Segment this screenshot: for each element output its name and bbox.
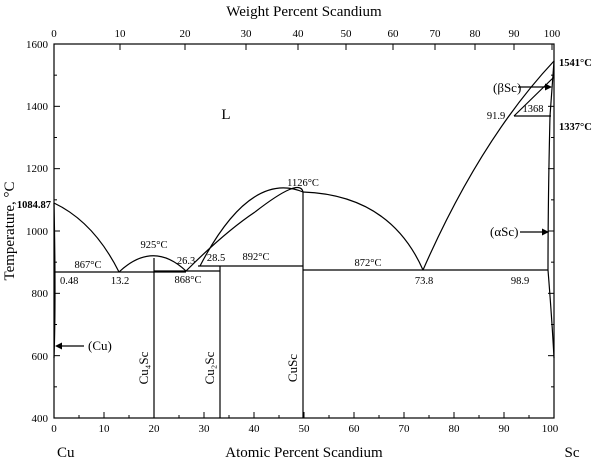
top-tick-label: 20 [180,28,192,40]
y-tick-label: 1000 [26,226,49,238]
temp-1541: 1541°C [559,58,592,69]
arrow-alpha-sc [520,228,549,236]
top-tick-labels: 0 10 20 30 40 50 60 70 80 90 100 [51,28,561,40]
beta-sc-label: (βSc) [493,80,521,95]
arrow-cu [55,342,84,350]
y-tick-label: 1200 [26,163,49,175]
comp-13-2: 13.2 [111,276,129,287]
bottom-tick-label: 60 [349,423,361,435]
bottom-tick-label: 100 [542,423,559,435]
top-tick-label: 100 [544,28,561,40]
cusc-label: CuSc [285,354,300,382]
bottom-tick-label: 40 [249,423,261,435]
beta-sc-boundary-left [513,76,555,117]
liquidus-mid-left [185,211,256,272]
temp-1337: 1337°C [559,122,592,133]
top-tick-label: 0 [51,28,57,40]
cu2sc-label: Cu₂Sc [202,351,217,384]
y-tick-label: 1600 [26,39,49,51]
comp-73-8: 73.8 [415,276,433,287]
temp-1368: 1368 [523,104,544,115]
axis-ticks [53,43,555,419]
liquidus-cusc-left [199,187,304,267]
bottom-tick-label: 30 [199,423,211,435]
top-tick-label: 60 [388,28,400,40]
temp-892: 892°C [243,252,270,263]
liquidus-sc-side [422,60,555,271]
comp-98-9: 98.9 [511,276,529,287]
comp-28-5: 28.5 [207,253,225,264]
bottom-tick-label: 20 [149,423,161,435]
cu-solvus [53,202,56,359]
cu-phase-label: (Cu) [88,338,112,353]
y-tick-labels: 400 600 800 1000 1200 1400 1600 [26,39,49,425]
bottom-tick-labels: 0 10 20 30 40 50 60 70 80 90 100 [51,423,559,435]
y-tick-label: 400 [32,413,49,425]
top-tick-label: 80 [470,28,482,40]
cu4sc-label: Cu₄Sc [136,351,151,384]
arrow-beta-sc [518,83,552,91]
bottom-tick-label: 90 [499,423,511,435]
y-tick-label: 1400 [26,101,49,113]
liquidus-cusc-left-join [254,186,304,213]
bottom-axis-title: Atomic Percent Scandium [225,445,383,461]
beta-sc-boundary [549,60,555,117]
temp-872: 872°C [355,258,382,269]
y-axis-title: Temperature, °C [2,181,18,280]
liquidus-cu-side [53,202,120,273]
alpha-sc-solvus [547,115,551,271]
liquid-phase-label: L [221,107,230,123]
comp-91-9: 91.9 [487,111,505,122]
top-tick-label: 30 [241,28,253,40]
bottom-tick-label: 80 [449,423,461,435]
y-tick-label: 800 [32,288,49,300]
temp-1126: 1126°C [287,178,319,189]
liquidus-cusc-right [302,191,424,271]
plot-frame [53,43,555,419]
temp-868: 868°C [175,275,202,286]
bottom-tick-label: 10 [99,423,111,435]
temp-925: 925°C [141,240,168,251]
element-left-label: Cu [57,445,75,461]
top-tick-label: 40 [293,28,305,40]
y-tick-label: 600 [32,351,49,363]
bottom-tick-label: 50 [299,423,311,435]
comp-0-48: 0.48 [60,276,78,287]
bottom-tick-label: 70 [399,423,411,435]
top-tick-label: 10 [115,28,127,40]
top-tick-label: 70 [430,28,442,40]
comp-26-3: 26.3 [177,256,195,267]
top-tick-label: 50 [341,28,353,40]
liquidus-cu4sc [118,255,187,273]
alpha-sc-solvus-low [547,269,555,359]
temp-867: 867°C [75,260,102,271]
alpha-sc-label: (αSc) [490,224,518,239]
top-tick-label: 90 [509,28,521,40]
element-right-label: Sc [565,445,580,461]
temp-1084-87: 1084.87 [17,200,51,211]
top-axis-title: Weight Percent Scandium [226,4,382,20]
bottom-tick-label: 0 [51,423,57,435]
